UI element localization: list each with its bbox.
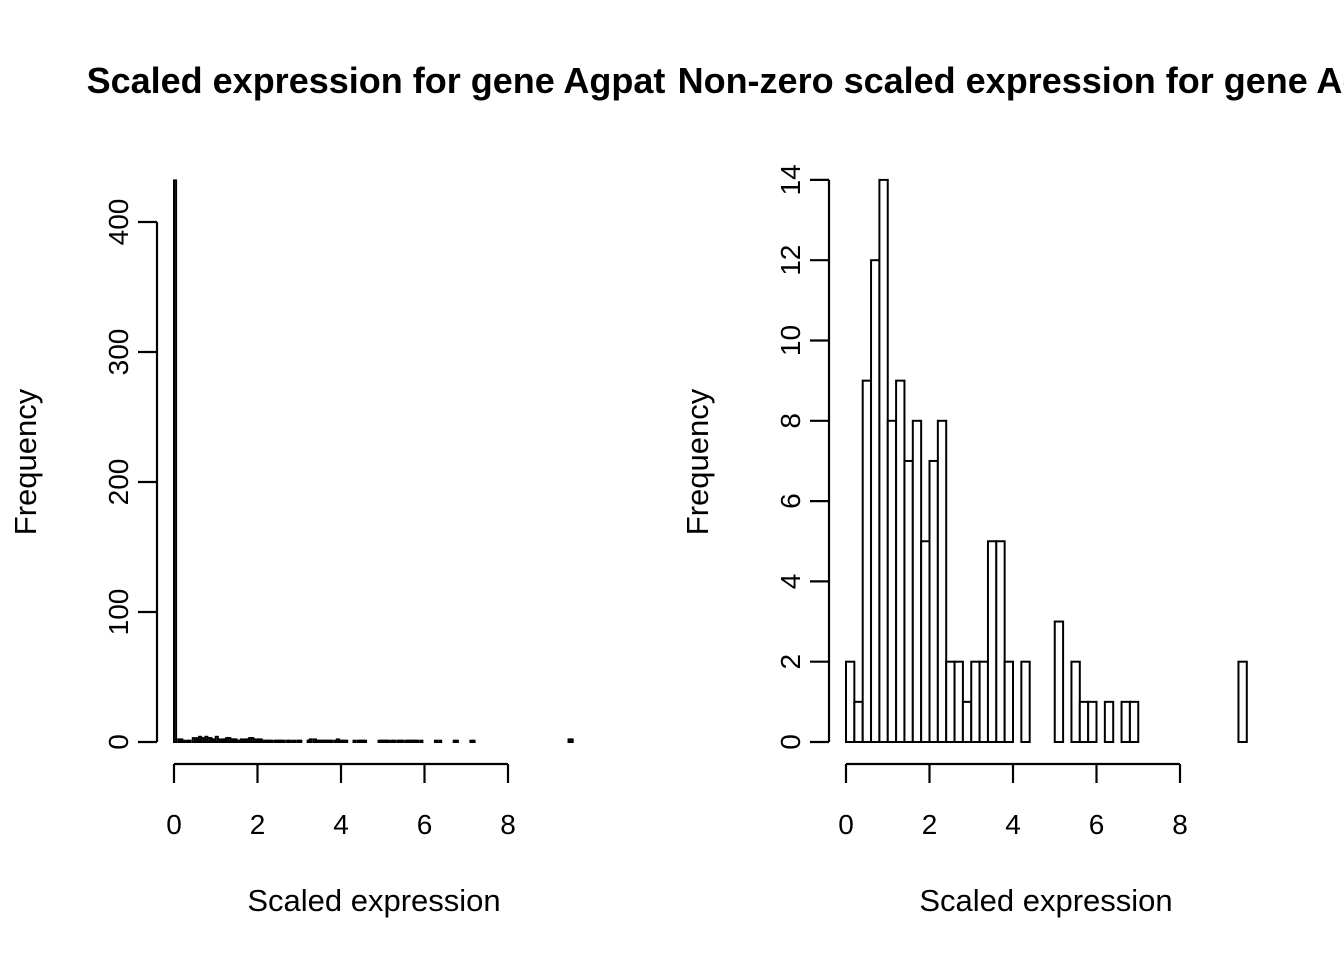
histogram-bar — [1078, 700, 1090, 743]
histogram-bar — [471, 739, 476, 744]
histogram-bar — [1128, 700, 1140, 743]
x-axis: 0 2 4 6 8 — [838, 762, 1188, 840]
x-axis-label: Scaled expression — [247, 883, 500, 918]
x-tick-label: 2 — [250, 809, 266, 840]
histogram-bar — [928, 459, 939, 743]
y-tick-label: 4 — [775, 574, 806, 590]
bars-group — [845, 178, 1248, 744]
histogram-bar — [362, 739, 368, 744]
y-tick-label: 200 — [103, 459, 134, 506]
y-axis-label: Frequency — [8, 388, 43, 535]
histogram-bar — [986, 540, 998, 743]
histogram-bar — [870, 259, 881, 743]
histogram-panel-2: 0 2 4 6 8 10 12 14 0 2 4 6 8 Scaled expression Freq… — [680, 164, 1248, 918]
histogram-bar — [291, 739, 297, 744]
histogram-bar — [181, 739, 186, 744]
x-tick-label: 8 — [1172, 809, 1188, 840]
histogram-bar — [173, 179, 178, 743]
histogram-bar — [1070, 660, 1081, 744]
histogram-panel-1: 0 100 200 300 400 0 2 4 6 8 Scaled expression Fr… — [8, 179, 574, 918]
y-tick-label: 0 — [103, 734, 134, 750]
histogram-bar — [903, 459, 914, 743]
histogram-bar — [419, 739, 424, 744]
y-axis-label: Frequency — [680, 388, 715, 535]
histogram-bar — [886, 419, 898, 743]
histogram-bar — [936, 419, 948, 743]
histogram-bar — [269, 739, 274, 744]
histogram-bar — [1020, 660, 1031, 744]
histogram-bar — [1003, 660, 1015, 744]
y-tick-label: 8 — [775, 413, 806, 429]
y-axis: 0 100 200 300 400 — [103, 199, 159, 750]
histogram-bar — [945, 660, 956, 744]
histogram-bar — [308, 738, 313, 744]
histogram-bar — [329, 739, 334, 744]
histogram-bar — [433, 739, 439, 744]
histogram-bar — [438, 739, 443, 744]
x-tick-label: 6 — [417, 809, 433, 840]
chart-title-1: Scaled expression for gene Agpat — [87, 60, 666, 101]
histogram-bar — [978, 660, 989, 744]
y-tick-label: 100 — [103, 589, 134, 636]
y-tick-label: 10 — [775, 325, 806, 356]
x-axis-label: Scaled expression — [919, 883, 1172, 918]
y-tick-label: 2 — [775, 654, 806, 670]
x-tick-label: 0 — [838, 809, 854, 840]
x-tick-label: 2 — [922, 809, 938, 840]
histogram-bar — [920, 540, 931, 743]
histogram-bar — [281, 739, 286, 744]
histogram-bar — [1053, 620, 1065, 743]
histogram-bar — [415, 739, 420, 744]
histogram-bar — [400, 739, 405, 744]
y-tick-label: 0 — [775, 734, 806, 750]
x-tick-label: 4 — [1005, 809, 1021, 840]
y-tick-label: 6 — [775, 493, 806, 509]
histogram-bar — [911, 419, 923, 743]
histogram-bar — [970, 660, 981, 744]
histogram-bar — [569, 738, 574, 744]
bars-group — [173, 179, 574, 744]
y-tick-label: 12 — [775, 245, 806, 276]
histogram-bar — [1103, 700, 1115, 743]
y-axis: 0 2 4 6 8 10 12 14 — [775, 164, 831, 750]
y-tick-label: 14 — [775, 164, 806, 195]
histogram-bar — [287, 739, 292, 744]
histogram-bar — [187, 739, 192, 744]
chart-title-2: Non-zero scaled expression for gene Agpa… — [678, 60, 1344, 101]
histogram-bar — [995, 540, 1006, 743]
histogram-bar — [953, 660, 964, 744]
x-tick-label: 6 — [1089, 809, 1105, 840]
x-axis: 0 2 4 6 8 — [166, 762, 516, 840]
x-tick-label: 0 — [166, 809, 182, 840]
histogram-bar — [1237, 660, 1248, 744]
histogram-bar — [895, 379, 906, 743]
histogram-bar — [878, 178, 889, 743]
y-tick-label: 300 — [103, 329, 134, 376]
histogram-bar — [861, 379, 873, 743]
histogram-bar — [845, 660, 856, 744]
x-tick-label: 4 — [333, 809, 349, 840]
histogram-bar — [352, 739, 357, 744]
histogram-bar — [298, 739, 303, 744]
histogram-bar — [385, 739, 391, 744]
histogram-bar — [1087, 700, 1098, 743]
histogram-bar — [1120, 700, 1131, 743]
histogram-bar — [853, 700, 864, 743]
histogram-bar — [454, 739, 459, 744]
x-tick-label: 8 — [500, 809, 516, 840]
y-tick-label: 400 — [103, 199, 134, 246]
histogram-bar — [961, 700, 973, 743]
histogram-bar — [392, 739, 397, 744]
histogram-bar — [344, 739, 349, 744]
